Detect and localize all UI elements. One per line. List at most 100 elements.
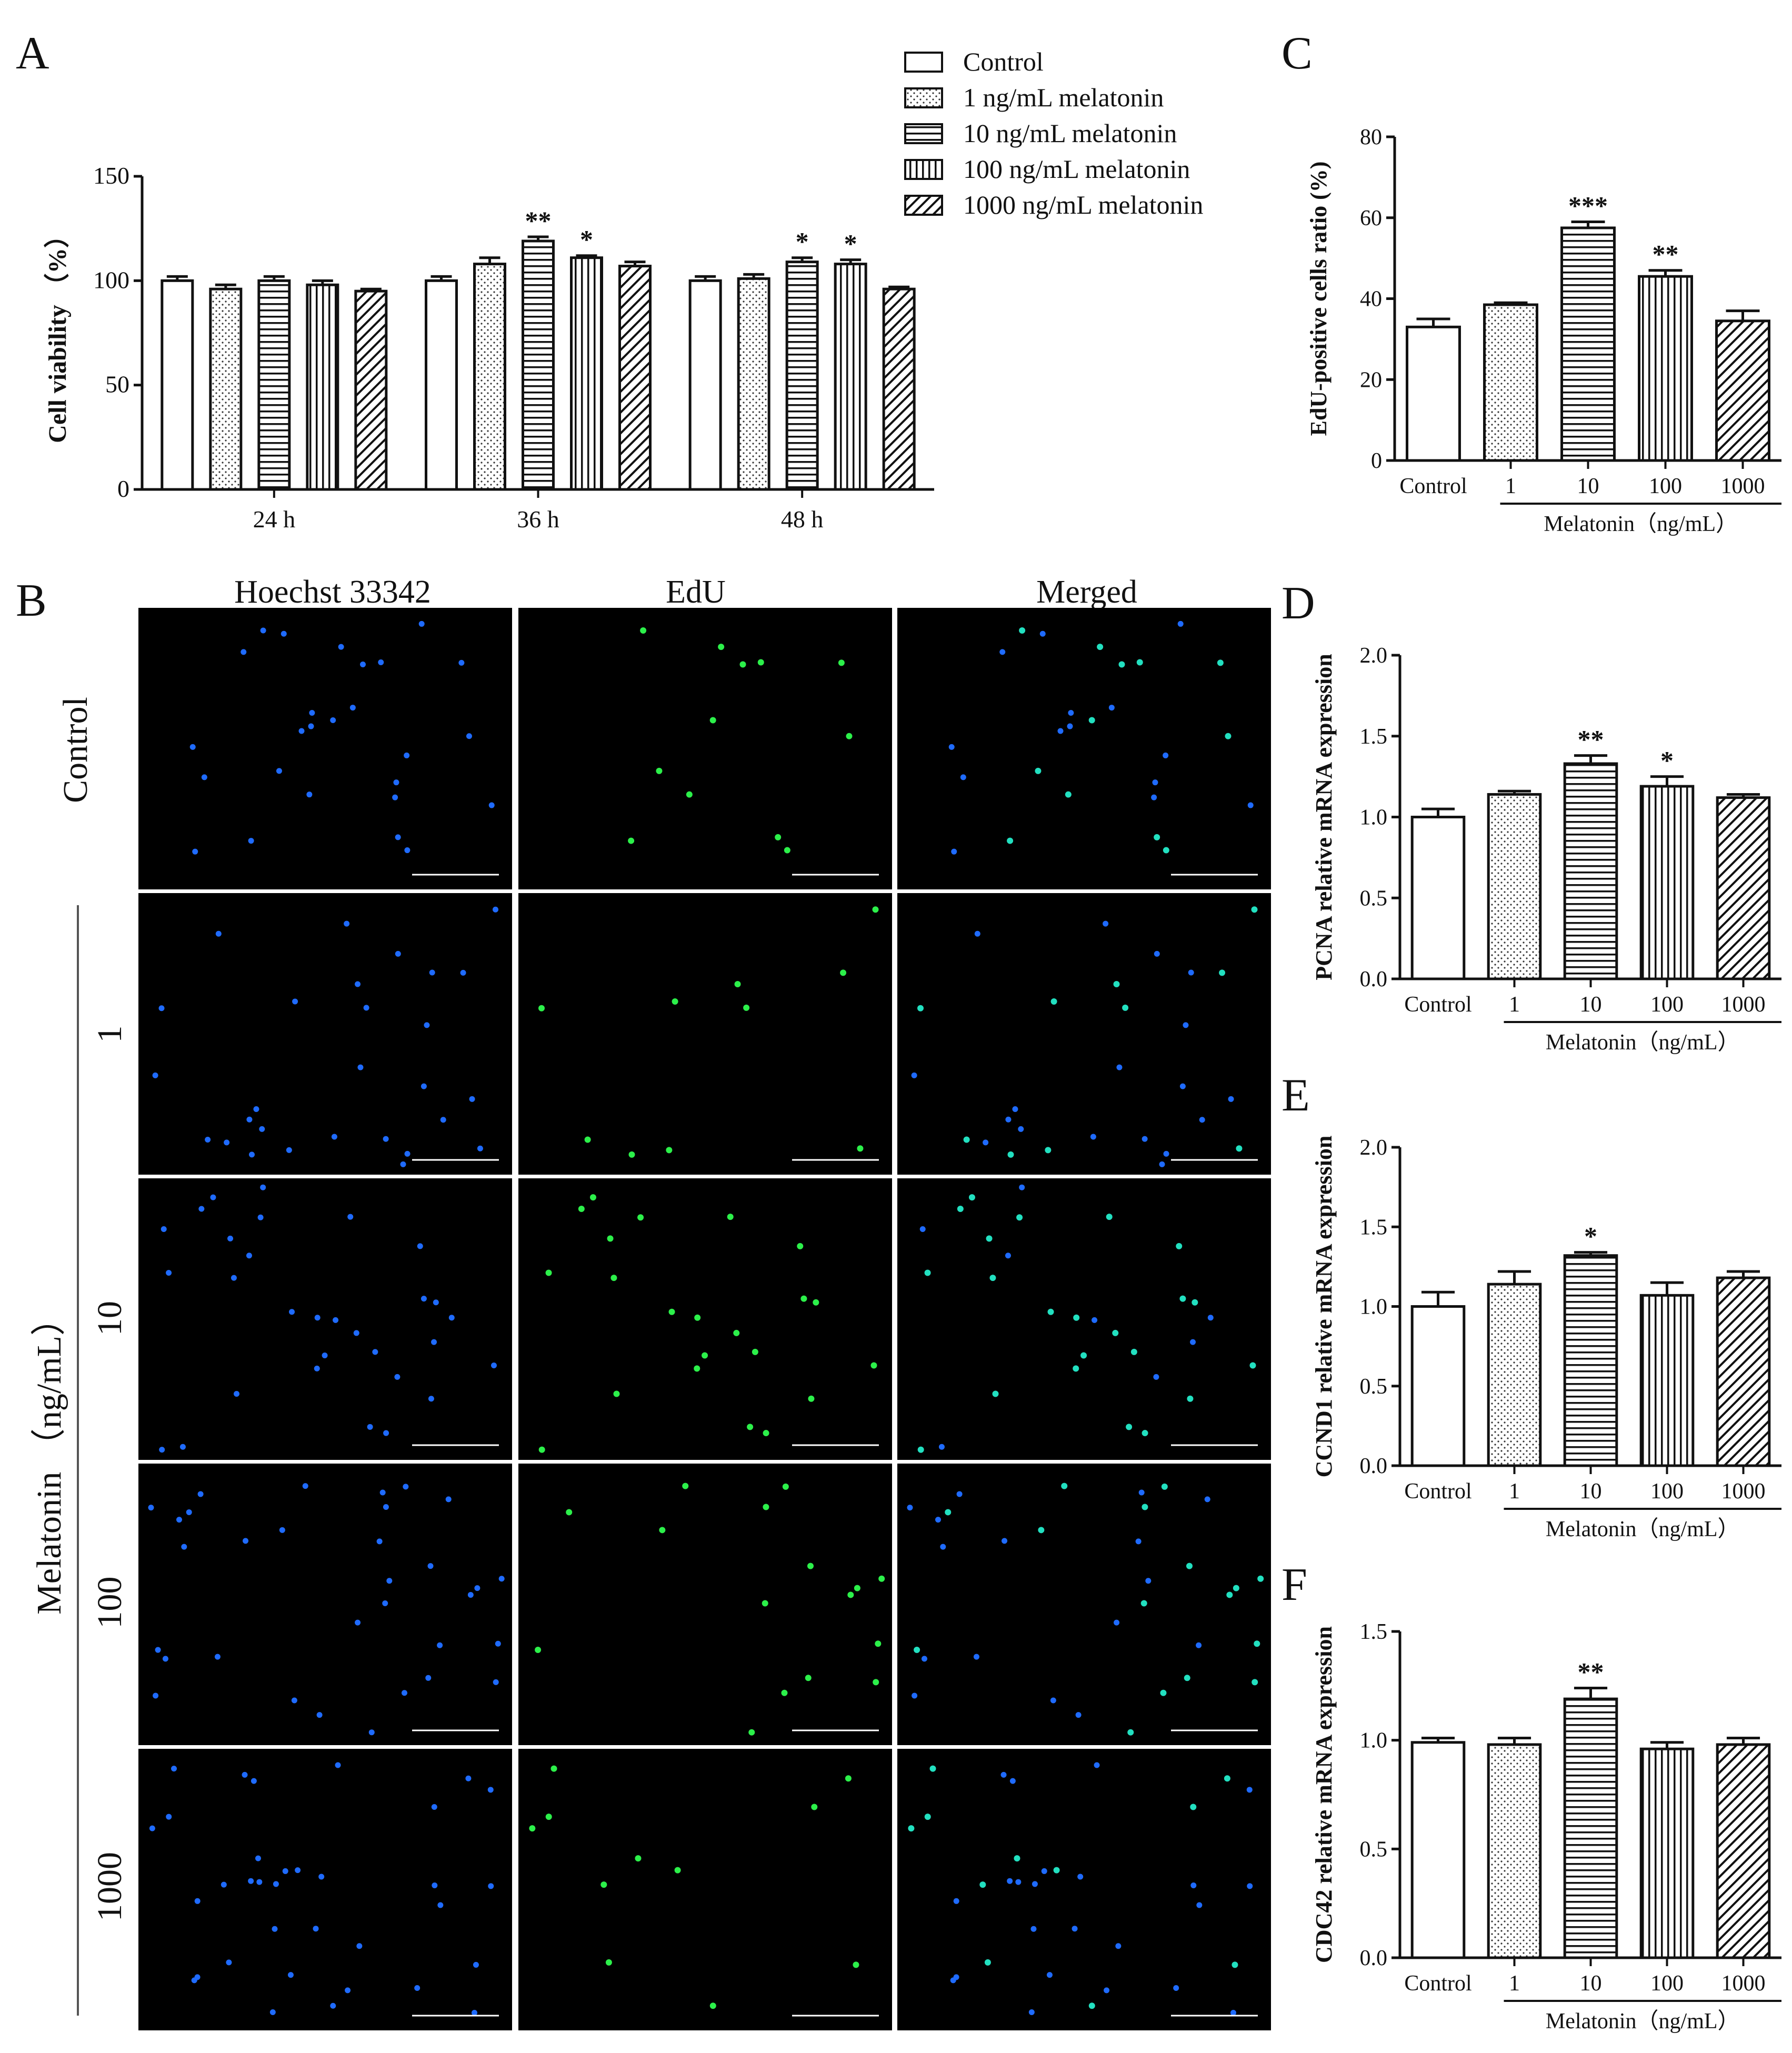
nucleus-dot	[272, 1926, 278, 1932]
nucleus-dot	[171, 1766, 177, 1772]
edu-dot	[613, 1390, 620, 1397]
edu-dot	[1179, 1295, 1186, 1302]
nucleus-dot	[953, 1974, 959, 1980]
edu-dot	[1154, 834, 1160, 840]
edu-dot	[1226, 1591, 1233, 1598]
column-title-hoechst: Hoechst 33342	[234, 574, 431, 610]
nucleus-dot	[1005, 1253, 1011, 1259]
nucleus-dot	[425, 1675, 432, 1681]
legend-label: 1 ng/mL melatonin	[963, 83, 1164, 112]
edu-dot	[1016, 1214, 1023, 1221]
x-tick-label: Control	[1404, 993, 1471, 1017]
edu-dot	[566, 1509, 573, 1516]
nucleus-dot	[488, 1883, 494, 1889]
nucleus-dot	[318, 1874, 325, 1880]
nucleus-dot	[418, 620, 425, 627]
micrograph-tile	[518, 1464, 892, 1745]
nucleus-dot	[1142, 1136, 1148, 1142]
edu-dot	[1045, 1147, 1052, 1154]
edu-dot	[811, 1804, 818, 1810]
nucleus-dot	[192, 848, 198, 855]
micrograph-tile	[897, 893, 1271, 1175]
edu-dot	[1142, 1430, 1148, 1437]
nucleus-dot	[224, 1139, 230, 1146]
nucleus-dot	[983, 1139, 989, 1146]
nucleus-dot	[242, 1771, 248, 1778]
edu-dot	[782, 1483, 789, 1490]
nucleus-dot	[189, 744, 196, 750]
edu-dot	[1122, 1004, 1129, 1011]
nucleus-dot	[445, 1496, 452, 1503]
nucleus-dot	[465, 1775, 472, 1781]
micrograph-background	[518, 1464, 892, 1745]
bar	[1563, 762, 1618, 980]
nucleus-dot	[1077, 1874, 1084, 1880]
nucleus-dot	[1163, 1150, 1169, 1157]
nucleus-dot	[1030, 1926, 1037, 1932]
nucleus-dot	[473, 1961, 479, 1968]
nucleus-dot	[291, 1697, 297, 1704]
nucleus-dot	[488, 802, 495, 808]
nucleus-dot	[1094, 1762, 1100, 1768]
row-label-1: 1	[91, 1026, 129, 1043]
nucleus-dot	[205, 1137, 211, 1143]
micrograph-tile	[897, 1749, 1271, 2030]
nucleus-dot	[314, 1365, 320, 1371]
row-group-label: Melatonin （ng/mL）	[30, 1301, 68, 1615]
nucleus-dot	[295, 1867, 301, 1874]
micrograph-background	[138, 1464, 512, 1745]
panel-label-b: B	[16, 575, 47, 626]
edu-dot	[1136, 659, 1143, 666]
edu-dot	[784, 847, 790, 854]
edu-dot	[1073, 1365, 1079, 1372]
nucleus-dot	[256, 1879, 263, 1885]
bar	[1715, 319, 1770, 462]
bar	[1487, 1283, 1542, 1467]
edu-dot	[1184, 1675, 1190, 1681]
nucleus-dot	[376, 1538, 383, 1545]
edu-dot	[853, 1961, 859, 1968]
nucleus-dot	[1015, 1879, 1022, 1885]
edu-dot	[763, 1430, 769, 1437]
nucleus-dot	[466, 733, 472, 739]
nucleus-dot	[458, 659, 465, 666]
bar	[1716, 796, 1771, 980]
edu-dot	[694, 1314, 701, 1321]
nucleus-dot	[1246, 1787, 1253, 1793]
edu-dot	[1254, 1640, 1260, 1647]
bar	[785, 261, 819, 491]
nucleus-dot	[314, 1315, 321, 1321]
nucleus-dot	[330, 717, 336, 724]
edu-dot	[908, 1825, 915, 1832]
bar	[688, 279, 722, 491]
nucleus-dot	[973, 1654, 979, 1660]
nucleus-dot	[152, 1072, 158, 1078]
significance-mark: *	[796, 227, 809, 256]
micrograph-background	[138, 893, 512, 1175]
edu-dot	[1113, 981, 1120, 988]
nucleus-dot	[493, 1679, 499, 1685]
nucleus-dot	[907, 1505, 913, 1511]
edu-dot	[1127, 1729, 1134, 1736]
x-tick-label: 36 h	[517, 506, 559, 533]
significance-mark: *	[1584, 1221, 1597, 1251]
x-tick-label: 10	[1577, 474, 1599, 498]
edu-dot	[1219, 969, 1226, 976]
edu-dot	[1252, 1679, 1258, 1686]
row-label-10: 10	[91, 1301, 129, 1336]
nucleus-dot	[338, 644, 344, 650]
edu-dot	[584, 1136, 591, 1143]
edu-dot	[1038, 1527, 1045, 1534]
nucleus-dot	[383, 1504, 389, 1510]
micrograph-tile	[138, 1178, 512, 1460]
row-label-1000: 1000	[91, 1852, 129, 1921]
x-tick-label: Control	[1404, 1479, 1471, 1504]
edu-dot	[529, 1825, 536, 1832]
edu-dot	[929, 1765, 936, 1772]
x-tick-label: 100	[1649, 474, 1682, 498]
y-tick-label: 0.5	[1360, 886, 1388, 910]
micrograph-tile	[897, 608, 1271, 889]
edu-dot	[709, 2002, 716, 2009]
nucleus-dot	[226, 1959, 232, 1966]
